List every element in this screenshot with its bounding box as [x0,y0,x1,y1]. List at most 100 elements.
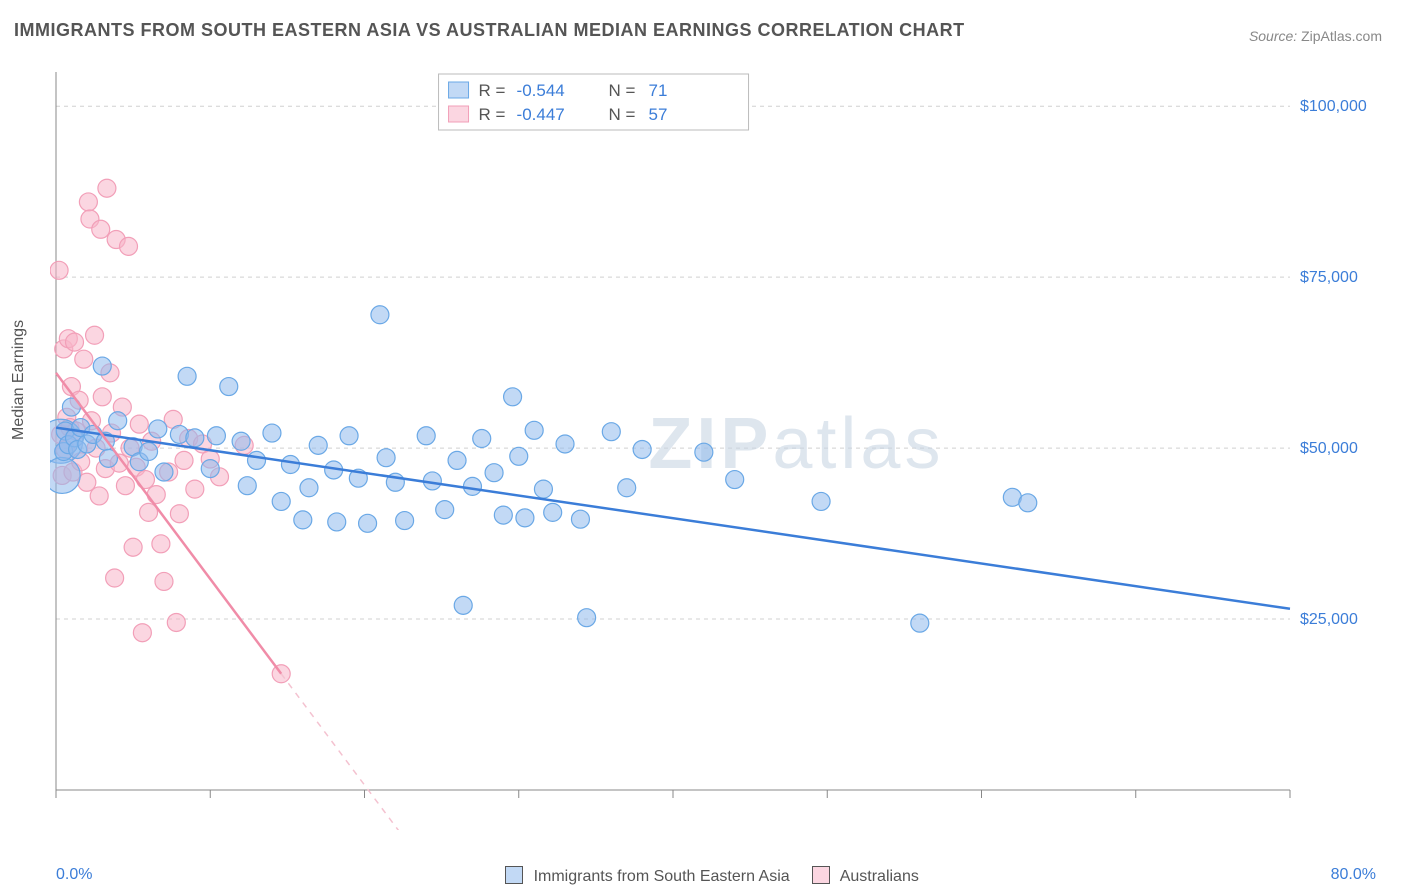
data-point [340,427,358,445]
legend-swatch-pink [812,866,830,884]
data-point [140,443,158,461]
data-point [618,479,636,497]
data-point [98,179,116,197]
data-point [93,357,111,375]
source-value: ZipAtlas.com [1301,28,1382,44]
data-point [86,326,104,344]
data-point [534,480,552,498]
source-attribution: Source: ZipAtlas.com [1249,28,1382,44]
data-point [294,511,312,529]
data-point [695,443,713,461]
data-point [812,492,830,510]
stats-r-value-2: -0.447 [517,105,565,124]
y-tick-label: $25,000 [1300,611,1358,628]
data-point [510,447,528,465]
stats-r-label-1: R = [479,81,506,100]
data-point [119,237,137,255]
data-point [281,456,299,474]
data-point [377,449,395,467]
data-point [116,477,134,495]
watermark: ZIPatlas [648,404,944,484]
data-point [207,427,225,445]
data-point [186,480,204,498]
source-label: Source: [1249,28,1297,44]
data-point [147,486,165,504]
data-point [170,505,188,523]
data-point [167,613,185,631]
legend-swatch-blue [505,866,523,884]
data-point [359,514,377,532]
data-point [309,436,327,454]
data-point [238,477,256,495]
data-point [130,415,148,433]
data-point [571,510,589,528]
chart-container: IMMIGRANTS FROM SOUTH EASTERN ASIA VS AU… [0,0,1406,892]
data-point [396,512,414,530]
data-point [178,367,196,385]
data-point [232,432,250,450]
stats-swatch-pink [449,106,469,122]
legend-label-2: Australians [840,868,919,885]
data-point [155,572,173,590]
data-point [201,460,219,478]
stats-n-label-1: N = [609,81,636,100]
data-point [525,421,543,439]
y-tick-label: $75,000 [1300,269,1358,286]
data-point [155,463,173,481]
data-point [448,451,466,469]
data-point [417,427,435,445]
data-point [911,614,929,632]
data-point [371,306,389,324]
data-point [50,261,68,279]
data-point [133,624,151,642]
stats-n-value-1: 71 [649,81,668,100]
data-point [175,451,193,469]
chart-area: $25,000 $50,000 $75,000 $100,000 ZIPatlas R =… [50,60,1370,830]
data-point [50,457,80,493]
data-point [66,333,84,351]
data-point [726,471,744,489]
data-point [633,440,651,458]
data-point [109,412,127,430]
data-point [504,388,522,406]
data-point [544,503,562,521]
data-point [79,193,97,211]
y-tick-label: $50,000 [1300,440,1358,457]
data-point [93,388,111,406]
trend-line-pink-dash [281,674,426,830]
stats-r-label-2: R = [479,105,506,124]
data-point [92,220,110,238]
data-point [454,596,472,614]
data-point [300,479,318,497]
stats-r-value-1: -0.544 [517,81,565,100]
data-point [272,492,290,510]
chart-svg: $25,000 $50,000 $75,000 $100,000 ZIPatlas R =… [50,60,1370,830]
y-tick-label: $100,000 [1300,98,1367,115]
data-point [485,464,503,482]
data-point [248,451,266,469]
data-point [75,350,93,368]
data-point [149,420,167,438]
data-point [220,378,238,396]
stats-n-label-2: N = [609,105,636,124]
data-point [473,430,491,448]
data-point [152,535,170,553]
legend-label-1: Immigrants from South Eastern Asia [534,868,790,885]
data-point [263,424,281,442]
data-point [124,538,142,556]
data-point [602,423,620,441]
bottom-legend: Immigrants from South Eastern Asia Austr… [0,866,1406,886]
y-axis-label: Median Earnings [10,320,28,440]
data-point [1019,494,1037,512]
data-point [328,513,346,531]
stats-n-value-2: 57 [649,105,668,124]
data-point [90,487,108,505]
data-point [494,506,512,524]
data-point [578,609,596,627]
data-point [186,429,204,447]
data-point [516,509,534,527]
chart-title: IMMIGRANTS FROM SOUTH EASTERN ASIA VS AU… [14,20,965,41]
data-point [556,435,574,453]
stats-swatch-blue [449,82,469,98]
data-point [436,501,454,519]
